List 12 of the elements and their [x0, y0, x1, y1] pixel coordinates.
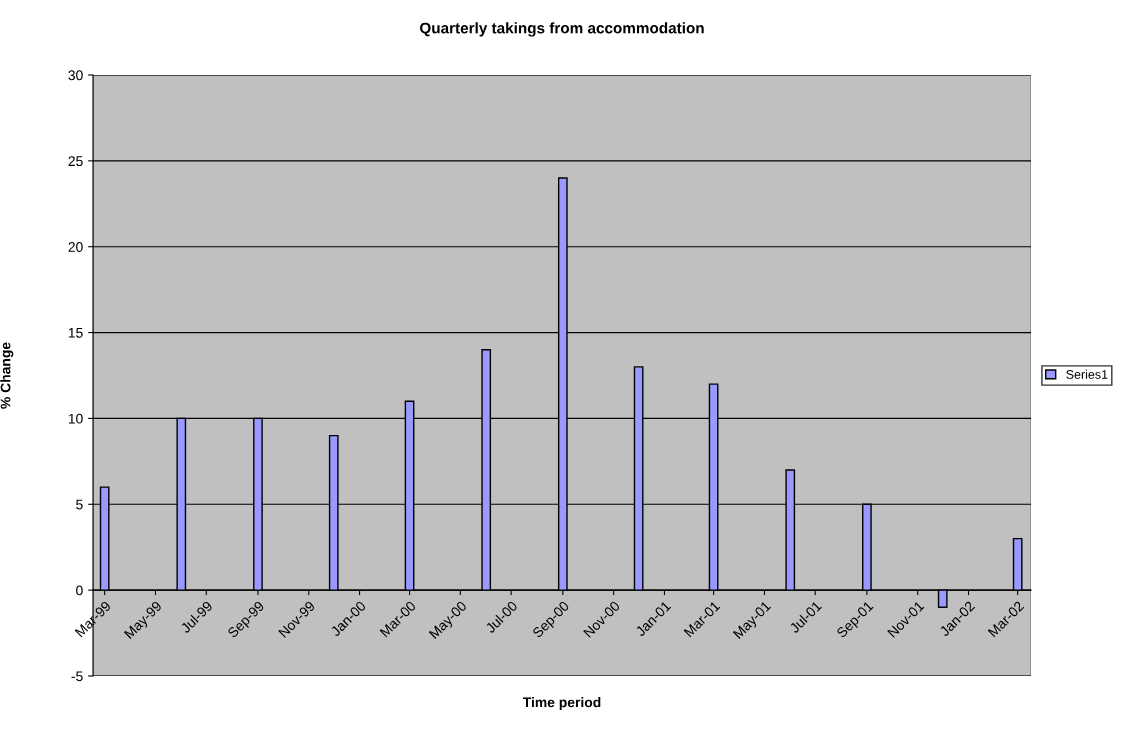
legend-label: Series1: [1066, 369, 1108, 379]
chart-title: Quarterly takings from accommodation: [420, 22, 704, 37]
x-axis-title: Time period: [522, 697, 601, 710]
y-axis-title: % Change: [0, 342, 14, 409]
y-tick-label: 5: [76, 499, 83, 510]
y-tick-label: 0: [76, 585, 83, 596]
y-tick-label: 20: [68, 242, 83, 252]
y-tick-label: 10: [68, 413, 83, 424]
y-tick-label: 25: [68, 156, 83, 167]
y-tick-label: 30: [68, 70, 83, 81]
y-tick-label: -5: [71, 671, 83, 682]
y-tick-label: 15: [68, 328, 83, 338]
